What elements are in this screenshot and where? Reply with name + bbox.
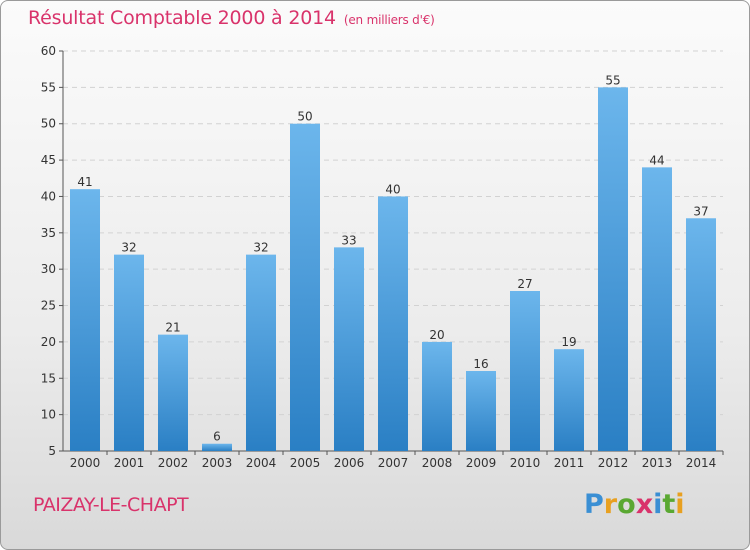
bar: [114, 254, 144, 451]
bar: [334, 247, 364, 451]
proxiti-logo: Proxiti: [584, 489, 685, 520]
y-tick-label: 25: [41, 299, 56, 313]
x-tick-label: 2013: [642, 456, 673, 470]
value-label: 50: [297, 110, 312, 124]
x-tick-label: 2012: [598, 456, 629, 470]
value-labels: 41 32 21 6 32 50 33 40 20 16 27 19 55 44 37: [77, 73, 708, 443]
bar: [510, 291, 540, 451]
x-tick-label: 2006: [334, 456, 365, 470]
logo-letter: r: [603, 489, 618, 520]
value-label: 16: [473, 357, 488, 371]
y-tick-label: 20: [41, 335, 56, 349]
bar: [554, 349, 584, 451]
value-label: 37: [693, 204, 708, 218]
logo-letter: P: [584, 489, 604, 520]
logo-letter: i: [653, 489, 663, 520]
x-tick-label: 2008: [422, 456, 453, 470]
y-tick-label: 50: [41, 117, 56, 131]
value-label: 32: [253, 241, 268, 255]
logo-letter: i: [675, 489, 685, 520]
bar: [642, 167, 672, 451]
x-tick-label: 2002: [158, 456, 189, 470]
bar: [202, 443, 232, 451]
x-tick-label: 2007: [378, 456, 409, 470]
y-tick-label: 60: [41, 44, 56, 58]
value-label: 33: [341, 233, 356, 247]
x-tick-label: 2000: [70, 456, 101, 470]
x-tick-label: 2005: [290, 456, 321, 470]
bar: [422, 341, 452, 451]
chart-subtitle: (en milliers d'€): [343, 13, 435, 27]
x-tick-label: 2009: [466, 456, 497, 470]
x-tick-label: 2011: [554, 456, 585, 470]
value-label: 21: [165, 321, 180, 335]
bars: [70, 87, 716, 452]
y-tick-labels: 5 10 15 20 25 30 35 40 45 50 55 60: [41, 44, 56, 458]
y-tick-label: 15: [41, 371, 56, 385]
logo-letter: x: [635, 489, 654, 520]
value-label: 20: [429, 328, 444, 342]
x-tick-label: 2001: [114, 456, 145, 470]
bar: [686, 218, 716, 451]
y-tick-label: 40: [41, 189, 56, 203]
chart-title-text: Résultat Comptable 2000 à 2014: [28, 7, 336, 29]
x-tick-labels: 2000 2001 2002 2003 2004 2005 2006 2007 2008 2009…: [70, 456, 717, 470]
chart-title: Résultat Comptable 2000 à 2014 (en millie…: [28, 7, 435, 29]
bar: [158, 334, 188, 451]
y-tick-label: 10: [41, 408, 56, 422]
value-label: 27: [517, 277, 532, 291]
value-label: 41: [77, 175, 92, 189]
y-tick-label: 30: [41, 262, 56, 276]
bar: [378, 196, 408, 451]
bar: [246, 254, 276, 451]
x-tick-label: 2014: [686, 456, 717, 470]
y-tick-label: 55: [41, 80, 56, 94]
y-tick-label: 5: [48, 444, 56, 458]
bar: [598, 87, 628, 451]
y-tick-label: 45: [41, 153, 56, 167]
bar: [466, 371, 496, 451]
value-label: 55: [605, 73, 620, 87]
logo-letter: o: [617, 489, 636, 520]
bar: [290, 123, 320, 452]
value-label: 19: [561, 335, 576, 349]
value-label: 6: [213, 430, 221, 444]
x-tick-label: 2010: [510, 456, 541, 470]
value-label: 40: [385, 182, 400, 196]
place-name: PAIZAY-LE-CHAPT: [33, 494, 189, 516]
bar: [70, 189, 100, 451]
x-tick-label: 2004: [246, 456, 277, 470]
logo-letter: t: [662, 489, 676, 520]
y-tick-label: 35: [41, 226, 56, 240]
value-label: 32: [121, 241, 136, 255]
x-tick-label: 2003: [202, 456, 233, 470]
value-label: 44: [649, 153, 664, 167]
